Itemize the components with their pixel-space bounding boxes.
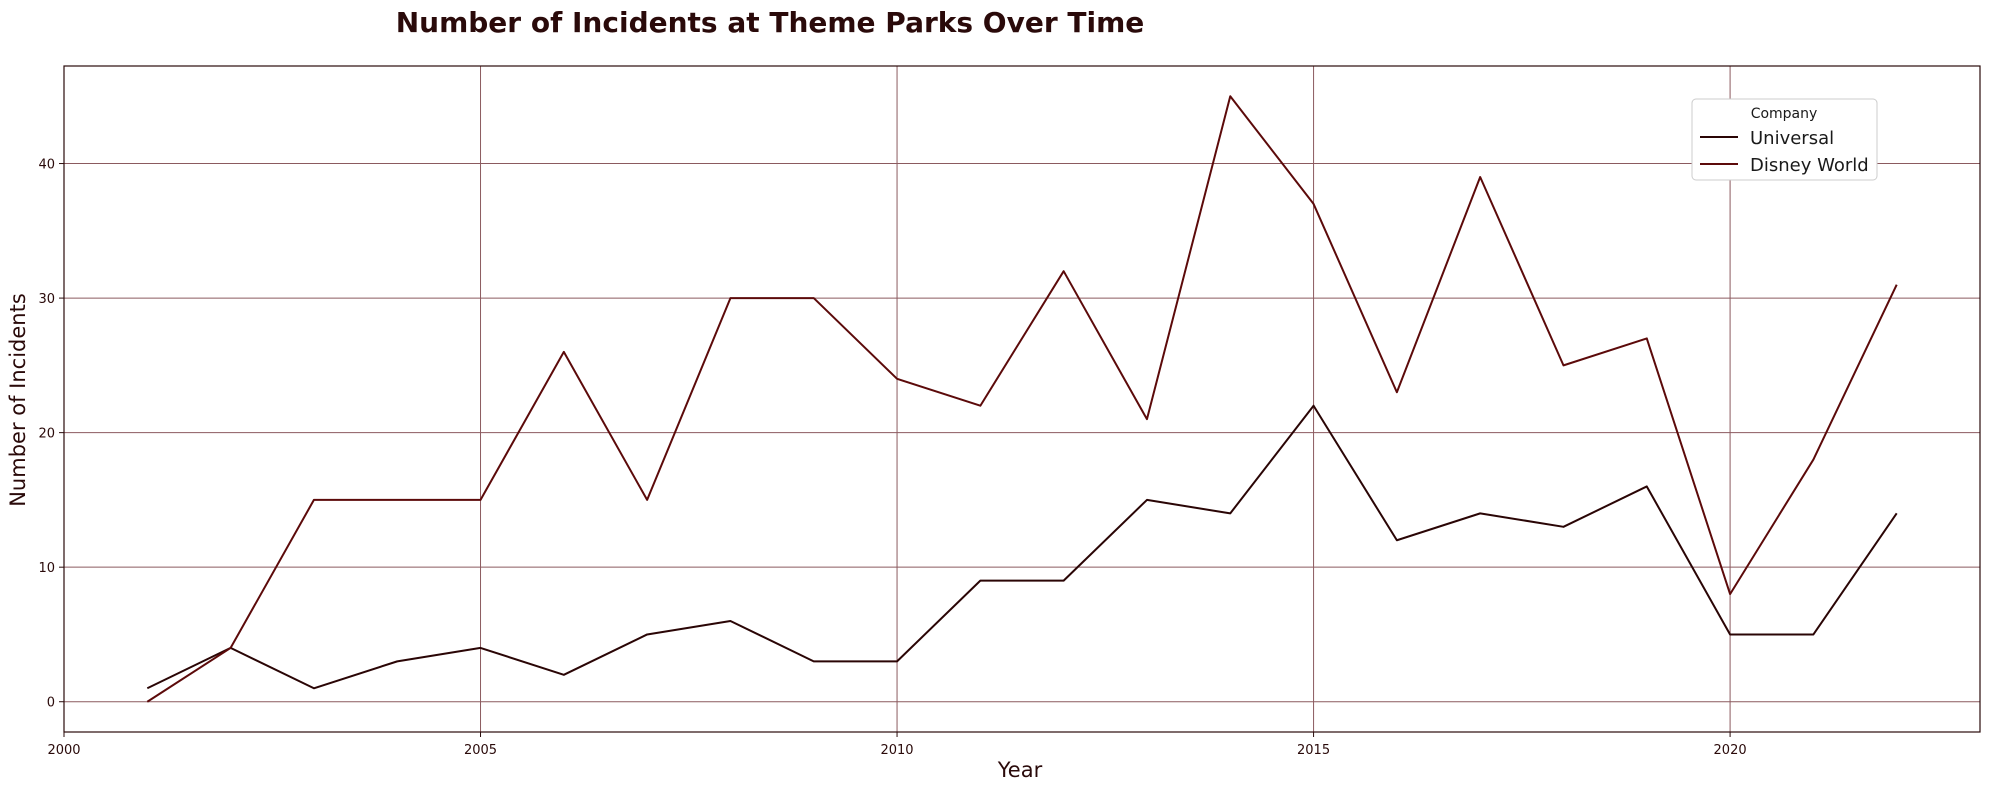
x-tick-label: 2005: [464, 743, 497, 758]
ticks: 2000 2005 2010 2015 2020 0 10 20 30 40: [38, 158, 1746, 758]
plot-frame: [63, 65, 1981, 733]
legend-box: [1691, 98, 1878, 181]
x-tick-label: 2000: [47, 743, 80, 758]
x-axis-label: Year: [997, 758, 1043, 782]
legend-label-disney-world: Disney World: [1750, 155, 1869, 176]
y-tick-label: 30: [38, 292, 55, 307]
y-tick-label: 40: [38, 158, 55, 173]
grid: [63, 66, 1980, 732]
x-tick-label: 2015: [1297, 743, 1330, 758]
x-tick-label: 2020: [1714, 743, 1747, 758]
chart-title: Number of Incidents at Theme Parks Over …: [396, 6, 1145, 39]
series-group: [146, 95, 1898, 703]
legend: Company Universal Disney World: [1691, 98, 1878, 181]
y-tick-label: 0: [47, 696, 55, 711]
x-tick-label: 2010: [880, 743, 913, 758]
y-tick-label: 10: [38, 561, 55, 576]
series-line-universal: [146, 404, 1898, 690]
y-axis-label: Number of Incidents: [6, 293, 30, 507]
series-line-disney-world: [146, 95, 1898, 703]
legend-label-universal: Universal: [1750, 128, 1834, 149]
legend-title: Company: [1751, 106, 1818, 122]
y-tick-label: 20: [38, 427, 55, 442]
